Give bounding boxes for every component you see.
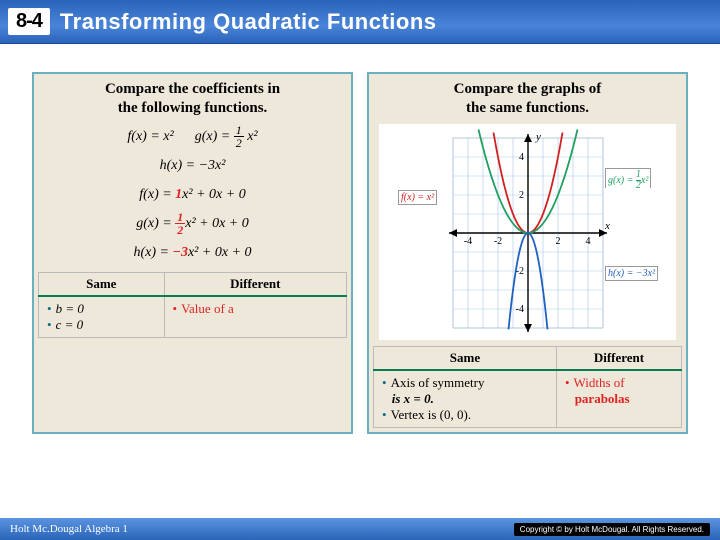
footer: Holt Mc.Dougal Algebra 1 Copyright © by … xyxy=(0,518,720,540)
svg-text:-4: -4 xyxy=(515,304,523,315)
fx-expanded: f(x) = 1x² + 0x + 0 xyxy=(139,187,245,202)
header: 8-4 Transforming Quadratic Functions xyxy=(0,0,720,44)
parabola-graph: -4-224-4-224yxf(x) = x²g(x) = 12x²h(x) =… xyxy=(398,128,658,338)
right-heading-line2: the same functions. xyxy=(466,100,589,116)
svg-text:y: y xyxy=(535,131,541,143)
svg-text:x: x xyxy=(604,220,610,232)
left-diff-cell: •Value of a xyxy=(164,296,346,338)
left-heading-line2: the following functions. xyxy=(118,100,268,116)
footer-copyright: Copyright © by Holt McDougal. All Rights… xyxy=(514,523,710,536)
gx-def: g(x) = 12 x² xyxy=(195,129,258,144)
right-diff-cell: •Widths of parabolas xyxy=(556,370,681,428)
left-equations: f(x) = x² g(x) = 12 x² h(x) = −3x² f(x) … xyxy=(38,124,347,266)
left-table: Same Different •b = 0 •c = 0 •Value of a xyxy=(38,272,347,338)
hx-expanded: h(x) = −3x² + 0x + 0 xyxy=(133,245,251,260)
footer-left: Holt Mc.Dougal Algebra 1 xyxy=(10,523,128,535)
svg-text:2: 2 xyxy=(555,236,560,247)
right-heading: Compare the graphs of the same functions… xyxy=(373,80,682,118)
content: Compare the coefficients in the followin… xyxy=(0,44,720,444)
svg-text:-4: -4 xyxy=(463,236,471,247)
right-same-cell: •Axis of symmetry is x = 0. •Vertex is (… xyxy=(374,370,557,428)
th-different: Different xyxy=(164,272,346,296)
gx-expanded: g(x) = 12x² + 0x + 0 xyxy=(136,216,249,231)
hx-def: h(x) = −3x² xyxy=(160,158,226,173)
svg-text:2: 2 xyxy=(519,190,524,201)
left-panel: Compare the coefficients in the followin… xyxy=(32,72,353,434)
chapter-number: 8-4 xyxy=(8,8,50,35)
right-heading-line1: Compare the graphs of xyxy=(454,81,602,97)
fx-def: f(x) = x² xyxy=(127,129,173,144)
svg-text:4: 4 xyxy=(585,236,590,247)
right-panel: Compare the graphs of the same functions… xyxy=(367,72,688,434)
left-heading: Compare the coefficients in the followin… xyxy=(38,80,347,118)
left-same-cell: •b = 0 •c = 0 xyxy=(39,296,165,338)
th-different-r: Different xyxy=(556,346,681,370)
left-heading-line1: Compare the coefficients in xyxy=(105,81,280,97)
right-table: Same Different •Axis of symmetry is x = … xyxy=(373,346,682,428)
svg-text:4: 4 xyxy=(519,152,524,163)
svg-text:-2: -2 xyxy=(493,236,501,247)
th-same-r: Same xyxy=(374,346,557,370)
th-same: Same xyxy=(39,272,165,296)
graph-container: -4-224-4-224yxf(x) = x²g(x) = 12x²h(x) =… xyxy=(379,124,676,340)
page-title: Transforming Quadratic Functions xyxy=(60,9,437,35)
